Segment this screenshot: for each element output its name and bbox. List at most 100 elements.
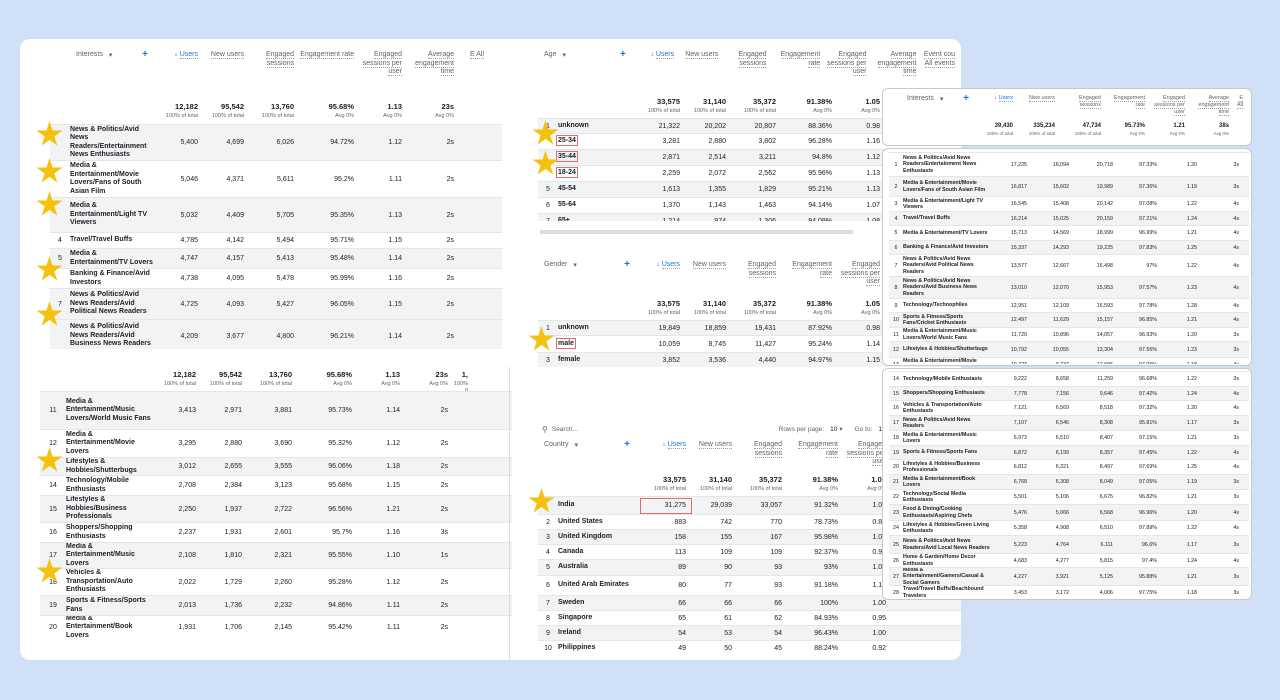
- row-label[interactable]: Technology/Mobile Enthusiasts: [903, 376, 995, 383]
- table-row[interactable]: 3 female 3,852 3,536 4,440 94.97% 1.15: [538, 352, 961, 367]
- table-row[interactable]: 12 Lifestyles & Hobbies/Shutterbugs 10,792…: [889, 341, 1249, 357]
- metric-header[interactable]: E All: [460, 49, 490, 60]
- table-row[interactable]: Lifestyles & Hobbies/Shutterbugs 3,012 2,6…: [40, 457, 512, 475]
- table-row[interactable]: 15 Shoppers/Shopping Enthusiasts 7,778 7,15…: [889, 386, 1249, 400]
- row-label[interactable]: Media & Entertainment/Music Lovers: [903, 432, 995, 445]
- row-label[interactable]: Technology/Social Media Enthusiasts: [903, 491, 995, 504]
- row-label[interactable]: Media & Entertainment/Gamers/Casual & So…: [903, 568, 995, 585]
- table-row[interactable]: 8 News & Politics/Avid News Readers/Avid …: [889, 276, 1249, 298]
- chevron-down-icon[interactable]: ▾: [108, 52, 113, 59]
- chevron-down-icon[interactable]: ▾: [573, 262, 577, 269]
- row-label[interactable]: unknown: [558, 324, 640, 333]
- metric-header[interactable]: New users: [692, 439, 738, 450]
- table-row[interactable]: 18 Media & Entertainment/Music Lovers 6,97…: [889, 430, 1249, 445]
- rows-per-page-select[interactable]: 10: [830, 425, 838, 433]
- table-row[interactable]: 4 Travel/Travel Buffs 4,785 4,142 5,494 95.71…: [50, 232, 502, 248]
- row-label[interactable]: Technology/Mobile Enthusiasts: [66, 477, 158, 494]
- table-row[interactable]: 13Media & Entertainment/Movie Lovers 10,7…: [889, 357, 1249, 364]
- search-bar[interactable]: ⚲ Search... Rows per page: 10 ▾ Go to: 1: [542, 422, 882, 436]
- row-label[interactable]: News & Politics/Avid News Readers/Avid B…: [903, 278, 995, 298]
- table-row[interactable]: 10 Sports & Fitness/Sports Fans/Cricket E…: [889, 312, 1249, 327]
- row-label[interactable]: Sweden: [558, 599, 640, 608]
- table-row[interactable]: India 31,275 29,039 33,057 91.32% 1.06: [538, 496, 961, 514]
- chevron-down-icon[interactable]: ▾: [839, 426, 843, 433]
- table-row[interactable]: 9 Ireland 54 53 54 96.43% 1.00: [538, 625, 961, 640]
- row-label[interactable]: Australia: [558, 563, 640, 572]
- metric-header[interactable]: Average engagement time: [408, 49, 460, 77]
- table-row[interactable]: 20 Media & Entertainment/Book Lovers 1,931…: [40, 615, 512, 639]
- table-row[interactable]: 6 55-64 1,370 1,143 1,463 94.14% 1.07: [538, 197, 961, 213]
- table-row[interactable]: 5 Australia 89 90 93 93% 1.04: [538, 559, 961, 575]
- row-label[interactable]: Media & Entertainment/TV Lovers: [903, 230, 995, 237]
- table-row[interactable]: 16 Vehicles & Transportation/Auto Enthusi…: [889, 400, 1249, 415]
- row-label[interactable]: Home & Garden/Home Decor Enthusiasts: [903, 554, 995, 567]
- table-row[interactable]: 19 Sports & Fitness/Sports Fans 6,872 6,199…: [889, 445, 1249, 459]
- table-row[interactable]: 23 Food & Dining/Cooking Enthusiasts/Aspi…: [889, 504, 1249, 520]
- table-row[interactable]: 6 Banking & Finance/Avid Investors 15,337 1…: [889, 240, 1249, 254]
- table-row[interactable]: 4 Canada 113 109 109 92.37% 0.96: [538, 544, 961, 559]
- row-label[interactable]: Vehicles & Transportation/Auto Enthusias…: [903, 402, 995, 415]
- table-row[interactable]: 1 News & Politics/Avid News Readers/Enter…: [889, 152, 1249, 176]
- table-row[interactable]: male 10,059 8,745 11,427 95.24% 1.14: [538, 335, 961, 352]
- table-row[interactable]: 21 Media & Entertainment/Book Lovers 6,768…: [889, 474, 1249, 489]
- metric-header[interactable]: Engaged sessions per user: [360, 49, 408, 77]
- table-row[interactable]: 2 Media & Entertainment/Movie Lovers/Fans…: [889, 176, 1249, 196]
- table-row[interactable]: 15 Lifestyles & Hobbies/Business Professi…: [40, 495, 512, 522]
- row-label[interactable]: female: [558, 356, 640, 365]
- table-row[interactable]: Media & Entertainment/Movie Lovers/Fans …: [50, 160, 502, 197]
- row-label[interactable]: Banking & Finance/Avid Investors: [903, 244, 995, 251]
- dimension-selector[interactable]: Country ▾ +: [538, 439, 640, 450]
- row-label[interactable]: Media & Entertainment/Movie Lovers: [66, 431, 158, 457]
- row-label[interactable]: Media & Entertainment/Book Lovers: [903, 476, 995, 489]
- table-row[interactable]: 8 Singapore 65 61 62 84.93% 0.95: [538, 610, 961, 625]
- row-label[interactable]: Banking & Finance/Avid Investors: [70, 270, 158, 287]
- row-label[interactable]: Media & Entertainment/Book Lovers: [66, 616, 158, 639]
- row-label[interactable]: News & Politics/Avid News Readers/Avid B…: [70, 323, 158, 349]
- row-label[interactable]: Lifestyles & Hobbies/Shutterbugs: [903, 346, 995, 353]
- table-row[interactable]: 9 Technology/Technophiles 12,951 12,109 16,5…: [889, 298, 1249, 312]
- metric-header[interactable]: ↓ Users: [640, 259, 686, 270]
- row-label[interactable]: Sports & Fitness/Sports Fans/Cricket Ent…: [903, 314, 995, 327]
- row-label[interactable]: male: [556, 337, 640, 349]
- row-label[interactable]: News & Politics/Avid News Readers/Entert…: [903, 155, 995, 175]
- chevron-down-icon[interactable]: ▾: [939, 96, 944, 103]
- row-label[interactable]: News & Politics/Avid News Readers/Avid P…: [903, 256, 995, 276]
- metric-header[interactable]: Engaged sessions: [250, 49, 300, 68]
- row-label[interactable]: 35-44: [556, 151, 640, 163]
- table-row[interactable]: 28 Travel/Travel Buffs/Beachbound Travele…: [889, 585, 1249, 599]
- row-label[interactable]: Lifestyles & Hobbies/Shutterbugs: [66, 458, 158, 475]
- row-label[interactable]: Media & Entertainment/Movie Lovers/Fans …: [903, 180, 995, 193]
- row-label[interactable]: Media & Entertainment/Music Lovers: [66, 543, 158, 568]
- table-row[interactable]: 1 unknown 21,322 20,202 20,807 88.36% 0.98: [538, 118, 961, 133]
- metric-header[interactable]: Engaged sessions per user: [844, 439, 892, 467]
- row-label[interactable]: unknown: [558, 122, 640, 131]
- table-row[interactable]: 7 News & Politics/Avid News Readers/Avid …: [889, 254, 1249, 276]
- metric-header[interactable]: Engagement rate: [782, 259, 838, 278]
- metric-header[interactable]: Engagement rate: [1107, 93, 1151, 109]
- metric-header[interactable]: Engagement rate: [788, 439, 844, 458]
- row-label[interactable]: Vehicles & Transportation/Auto Enthusias…: [66, 569, 158, 595]
- table-row[interactable]: 19 Sports & Fitness/Sports Fans 2,013 1,736…: [40, 595, 512, 615]
- add-dimension-button[interactable]: +: [142, 49, 148, 60]
- row-label[interactable]: United Arab Emirates: [558, 581, 640, 590]
- metric-header[interactable]: Average engagement time: [872, 49, 922, 77]
- row-label[interactable]: News & Politics/Avid News Readers/Avid L…: [903, 538, 995, 551]
- row-label[interactable]: 18-24: [556, 167, 640, 179]
- row-label[interactable]: Media & Entertainment/Music Lovers/World…: [903, 328, 995, 341]
- metric-header[interactable]: Event cou All events: [922, 49, 961, 68]
- row-label[interactable]: 45-54: [558, 185, 640, 194]
- metric-header[interactable]: New users: [1019, 93, 1061, 102]
- row-label[interactable]: Canada: [558, 548, 640, 557]
- table-row[interactable]: News & Politics/Avid News Readers/Avid B…: [50, 319, 502, 349]
- row-label[interactable]: India: [558, 501, 640, 510]
- metric-header[interactable]: ↓ Users: [640, 439, 692, 450]
- row-label[interactable]: Travel/Travel Buffs: [903, 215, 995, 222]
- table-row[interactable]: 3 Media & Entertainment/Light TV Viewers 1…: [889, 196, 1249, 211]
- metric-header[interactable]: New users: [680, 49, 724, 60]
- row-label[interactable]: Lifestyles & Hobbies/Green Living Enthus…: [903, 522, 995, 535]
- metric-header[interactable]: Engaged sessions: [724, 49, 772, 68]
- table-row[interactable]: 16 Shoppers/Shopping Enthusiasts 2,237 1,93…: [40, 522, 512, 542]
- table-row[interactable]: News & Politics/Avid News Readers/Entert…: [50, 124, 502, 160]
- table-row[interactable]: 2 United States 883 742 770 78.73% 0.87: [538, 514, 961, 529]
- table-row[interactable]: 14 Technology/Mobile Enthusiasts 9,222 8,65…: [889, 371, 1249, 386]
